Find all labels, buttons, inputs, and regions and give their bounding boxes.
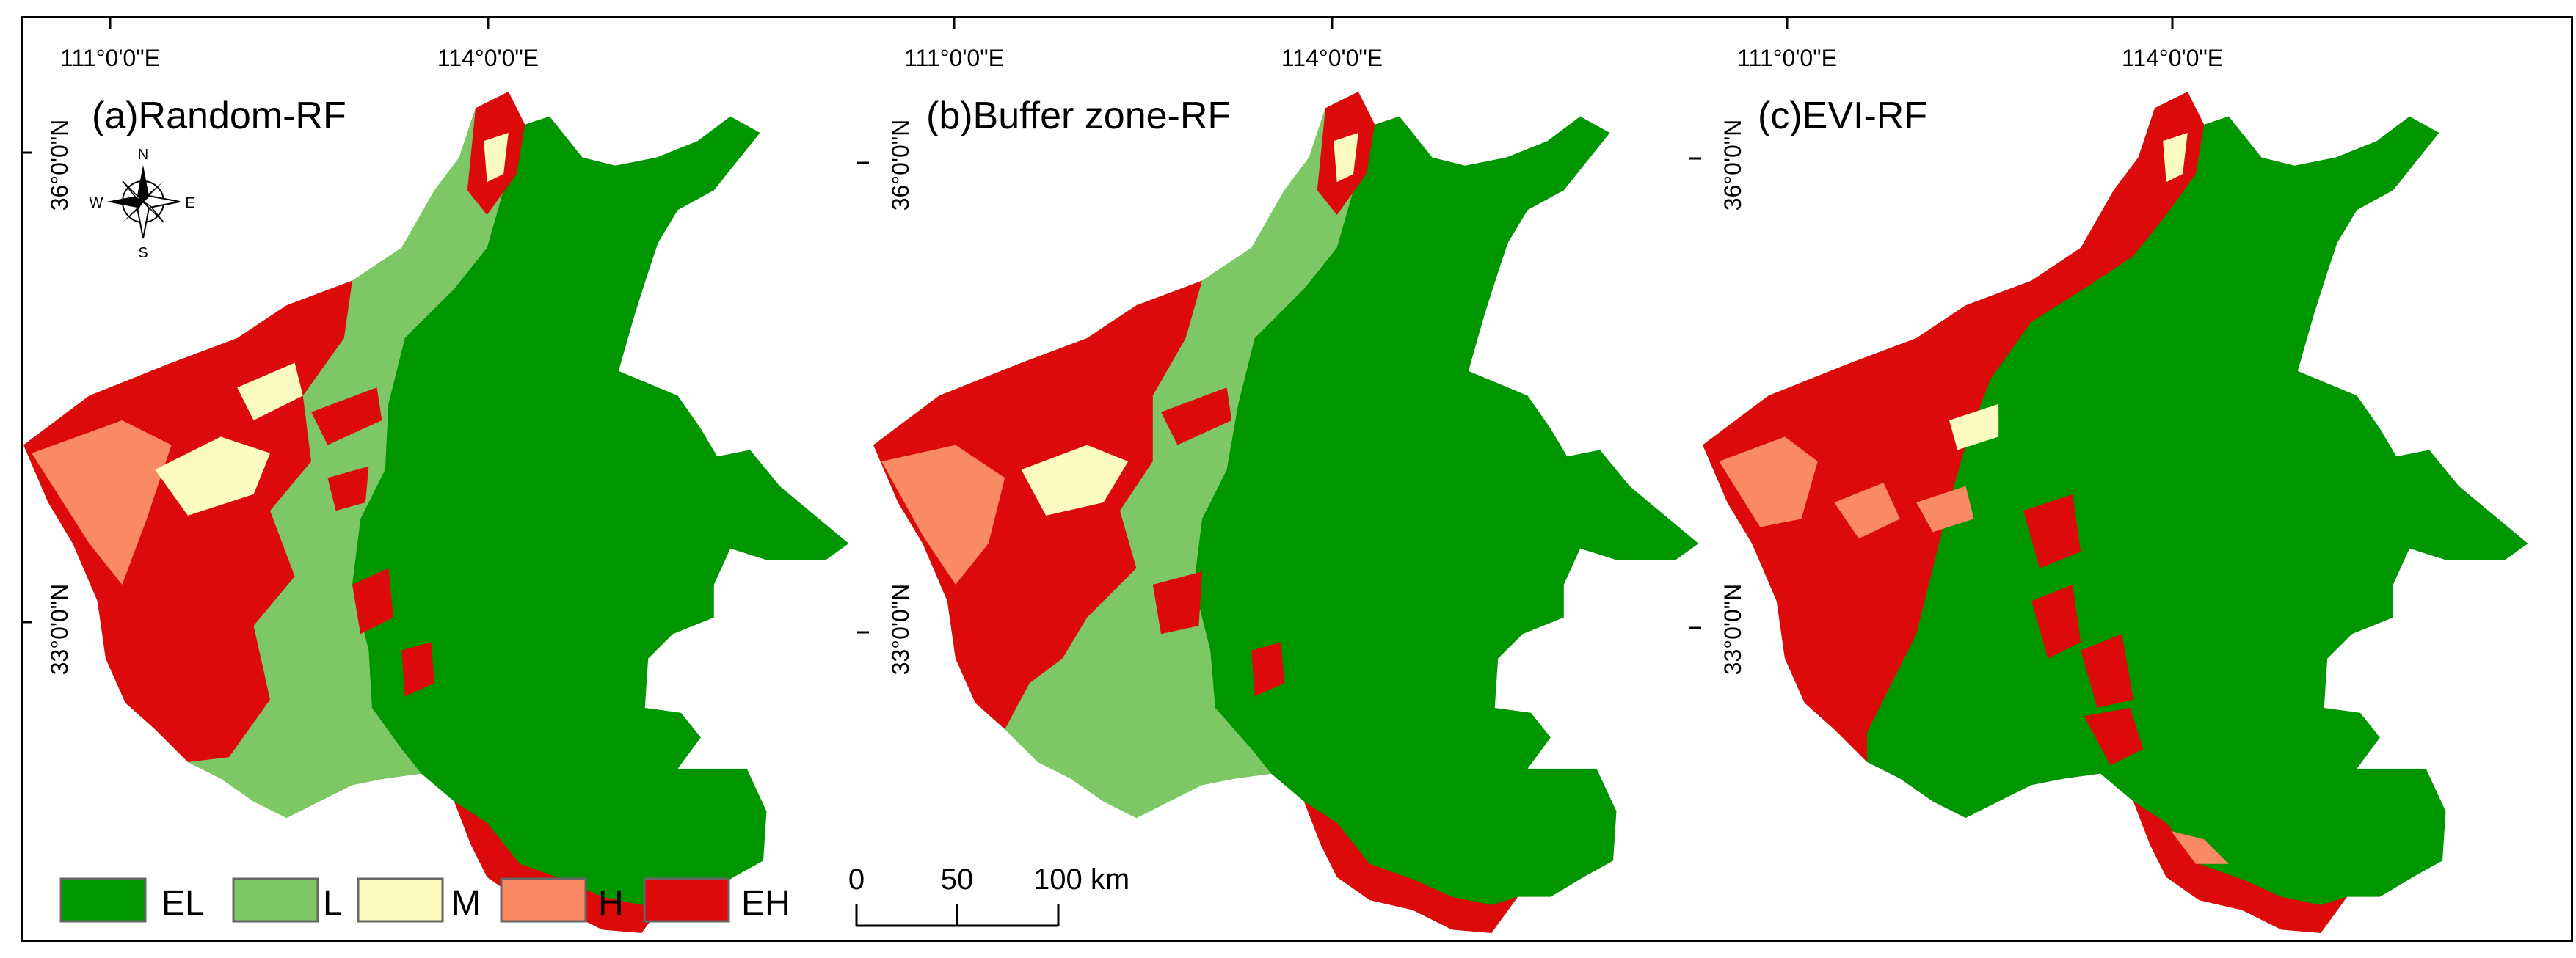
legend-label-el: EL: [161, 884, 205, 923]
panel-a-title: (a)Random-RF: [92, 95, 346, 137]
legend-swatch-l: [232, 877, 319, 923]
panel-a-lon-label-111: 111°0'0"E: [60, 45, 160, 71]
north-arrow-icon: N S E W: [90, 147, 195, 261]
panel-a-lat-label-36: 36°0'0"N: [46, 120, 73, 211]
panel-b-lat-label-33: 33°0'0"N: [887, 584, 914, 676]
scale-bar-label-50: 50: [941, 863, 974, 896]
compass-s-label: S: [138, 245, 148, 261]
legend-swatch-el: [59, 877, 147, 923]
panel-b-lon-label-114: 114°0'0"E: [1281, 45, 1383, 71]
legend: EL L M H EH: [59, 877, 790, 923]
panel-b-map: [873, 92, 1699, 933]
panel-b-lat-label-36: 36°0'0"N: [887, 120, 914, 211]
legend-label-l: L: [323, 884, 343, 923]
panel-b-lon-label-111: 111°0'0"E: [904, 45, 1004, 71]
panel-c: (c)EVI-RF 111°0'0"E 114°0'0"E 36°0'0"N 3…: [1689, 16, 2528, 933]
panel-c-lon-label-114: 114°0'0"E: [2122, 45, 2223, 71]
legend-label-eh: EH: [741, 884, 790, 923]
panel-c-lon-label-111: 111°0'0"E: [1737, 45, 1837, 71]
panel-b: (b)Buffer zone-RF 111°0'0"E 114°0'0"E 36…: [857, 16, 1699, 933]
panel-a-lon-label-114: 114°0'0"E: [437, 45, 539, 71]
panel-a: (a)Random-RF 111°0'0"E 114°0'0"E 36°0'0"…: [21, 16, 849, 933]
panel-a-map: [23, 92, 849, 933]
panel-c-lat-label-33: 33°0'0"N: [1720, 584, 1746, 676]
panel-c-title: (c)EVI-RF: [1758, 95, 1927, 137]
panel-c-lat-label-36: 36°0'0"N: [1720, 120, 1746, 211]
scale-bar-label-0: 0: [848, 863, 865, 896]
panel-c-map: [1703, 92, 2528, 933]
legend-label-h: H: [598, 884, 624, 923]
legend-label-m: M: [451, 884, 481, 923]
panel-b-title: (b)Buffer zone-RF: [926, 95, 1231, 137]
scale-bar-label-100: 100 km: [1033, 863, 1129, 896]
legend-swatch-m: [357, 877, 444, 923]
compass-n-label: N: [138, 147, 148, 163]
legend-swatch-h: [500, 877, 587, 923]
compass-w-label: W: [90, 195, 103, 211]
compass-e-label: E: [185, 195, 194, 211]
map-frame: [21, 16, 2573, 942]
panel-a-lat-label-33: 33°0'0"N: [46, 584, 73, 676]
scale-bar: 0 50 100 km: [848, 863, 1129, 927]
legend-swatch-eh: [643, 877, 730, 923]
